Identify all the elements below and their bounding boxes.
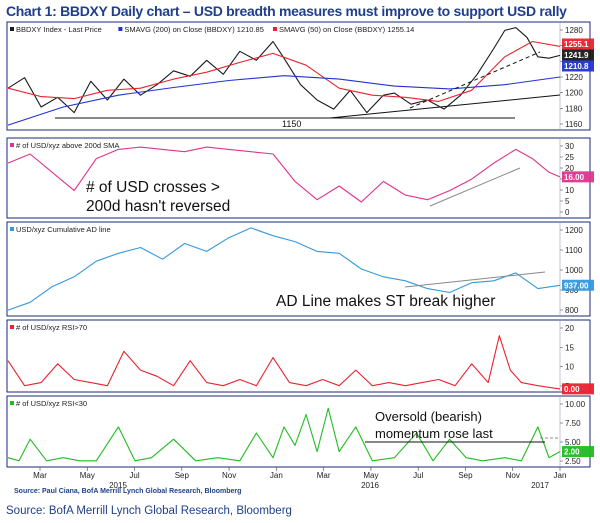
legend-swatch xyxy=(10,227,14,231)
y-tick-label: 5.00 xyxy=(565,438,581,447)
x-tick-label: Nov xyxy=(506,471,520,480)
annotation-text: # of USD crosses > xyxy=(86,179,220,196)
legend-swatch xyxy=(10,143,14,147)
series-line-price-2 xyxy=(7,75,561,126)
series-line-adline-0 xyxy=(7,227,561,311)
y-tick-label: 2.50 xyxy=(565,457,581,466)
last-value-box xyxy=(562,383,594,395)
last-value-label: 937.00 xyxy=(564,281,589,290)
legend-entry: # of USD/xyz above 200d SMA xyxy=(16,141,119,150)
panel-frames xyxy=(6,21,591,471)
x-tick-label: Mar xyxy=(317,471,331,480)
legend-swatch xyxy=(10,27,14,31)
legend-entry: SMAVG (50) on Close (BBDXY) 1255.14 xyxy=(279,25,414,34)
legend-entry: # of USD/xyz RSI<30 xyxy=(16,399,87,408)
last-value-label: 0.00 xyxy=(564,385,580,394)
panel-frame-price xyxy=(6,21,591,131)
chart-labels: 1280126012401220120011801160BBDXY Index … xyxy=(10,25,594,490)
y-tick-label: 5 xyxy=(565,197,570,206)
last-value-label: 1255.1 xyxy=(564,40,589,49)
y-tick-label: 1200 xyxy=(565,226,583,235)
series-line-rsi30-0 xyxy=(7,407,561,462)
annotation-text: Oversold (bearish) xyxy=(375,409,482,424)
annotation-text: 200d hasn't reversed xyxy=(86,198,230,215)
legend-entry: # of USD/xyz RSI>70 xyxy=(16,323,87,332)
legend-entry: BBDXY Index - Last Price xyxy=(16,25,102,34)
last-value-label: 1210.8 xyxy=(564,62,589,71)
y-tick-label: 1180 xyxy=(565,104,583,113)
legend-entry: SMAVG (200) on Close (BBDXY) 1210.85 xyxy=(124,25,264,34)
y-tick-label: 10.00 xyxy=(565,400,586,409)
y-tick-label: 15 xyxy=(565,343,574,352)
x-tick-label: Sep xyxy=(458,471,473,480)
y-tick-label: 1220 xyxy=(565,73,583,82)
y-tick-label: 7.50 xyxy=(565,419,581,428)
y-tick-label: 0 xyxy=(565,208,570,217)
last-value-box xyxy=(562,38,594,50)
x-tick-label: Nov xyxy=(222,471,236,480)
series-line-price-1 xyxy=(7,40,561,102)
panel-frame-rsi30 xyxy=(6,395,591,468)
y-tick-label: 25 xyxy=(565,153,574,162)
source-note: Source: BofA Merrill Lynch Global Resear… xyxy=(6,505,292,517)
x-year-label: 2015 xyxy=(109,481,127,490)
legend-swatch xyxy=(118,27,123,31)
trend-line xyxy=(404,271,546,288)
x-year-label: 2017 xyxy=(531,481,549,490)
y-tick-label: 1000 xyxy=(565,266,583,275)
chart-marks xyxy=(7,27,561,462)
last-value-box xyxy=(562,446,594,458)
x-tick-label: Jul xyxy=(129,471,139,480)
series-line-price-0 xyxy=(7,27,561,114)
x-year-label: 2016 xyxy=(361,481,379,490)
legend-entry: USD/xyz Cumulative AD line xyxy=(16,225,111,234)
legend-swatch xyxy=(10,401,14,405)
annotation-text: momentum rose last xyxy=(375,426,493,441)
trend-line xyxy=(429,167,521,207)
last-value-box xyxy=(562,171,594,183)
last-value-box xyxy=(562,60,594,72)
last-value-label: 16.00 xyxy=(564,173,585,182)
last-value-box xyxy=(562,49,594,61)
series-line-rsi70-0 xyxy=(7,335,561,390)
x-tick-label: Jan xyxy=(270,471,283,480)
panel-frame-rsi70 xyxy=(6,319,591,393)
y-tick-label: 20 xyxy=(565,164,574,173)
last-value-label: 1241.9 xyxy=(564,51,589,60)
y-tick-label: 1200 xyxy=(565,89,583,98)
y-tick-label: 30 xyxy=(565,142,574,151)
x-tick-label: Mar xyxy=(33,471,47,480)
source-note-small: Source: Paul Ciana, BofA Merrill Lynch G… xyxy=(14,488,242,495)
annotation-text: AD Line makes ST break higher xyxy=(276,293,495,310)
chart-title: Chart 1: BBDXY Daily chart – USD breadth… xyxy=(6,3,567,19)
y-tick-label: 10 xyxy=(565,186,574,195)
trend-line xyxy=(409,51,541,109)
y-tick-label: 800 xyxy=(565,306,579,315)
y-tick-label: 20 xyxy=(565,324,574,333)
legend-swatch xyxy=(273,27,277,31)
last-value-box xyxy=(562,279,594,291)
last-value-label: 2.00 xyxy=(564,448,580,457)
panel-frame-adline xyxy=(6,221,591,317)
x-tick-label: May xyxy=(363,471,378,480)
x-tick-label: Sep xyxy=(175,471,190,480)
x-tick-label: Jan xyxy=(554,471,567,480)
series-line-crosses-0 xyxy=(7,146,561,203)
x-tick-label: May xyxy=(80,471,95,480)
y-tick-label: 1100 xyxy=(565,246,583,255)
y-tick-label: 1280 xyxy=(565,26,583,35)
x-tick-label: Jul xyxy=(413,471,423,480)
annotation-text: 1150 xyxy=(282,119,301,129)
y-tick-label: 1160 xyxy=(565,120,583,129)
legend-swatch xyxy=(10,325,14,329)
trend-line xyxy=(329,94,561,119)
y-tick-label: 10 xyxy=(565,363,574,372)
